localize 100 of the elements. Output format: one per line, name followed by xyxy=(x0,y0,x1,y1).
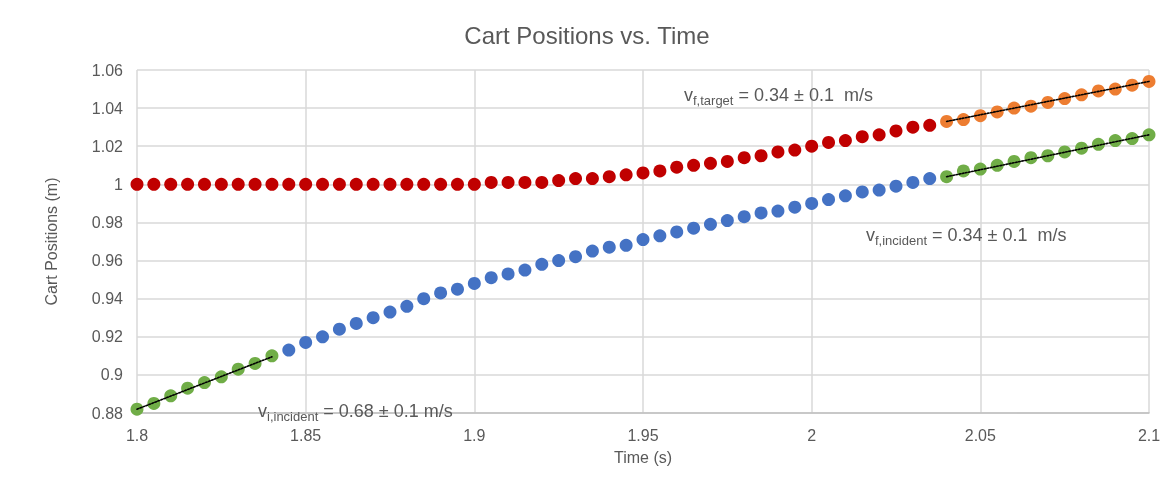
point xyxy=(670,160,684,174)
y-axis-title: Cart Positions (m) xyxy=(42,177,60,306)
point xyxy=(940,114,954,128)
point xyxy=(535,175,549,189)
x-tick-label: 1.85 xyxy=(290,426,322,444)
y-tick-label: 0.94 xyxy=(91,290,124,308)
point xyxy=(703,217,717,231)
point xyxy=(383,305,397,319)
point xyxy=(737,151,751,165)
point xyxy=(1142,74,1156,88)
y-tick-label: 0.92 xyxy=(91,328,124,346)
point xyxy=(366,177,380,191)
point xyxy=(906,175,920,189)
point xyxy=(434,177,448,191)
x-axis-title: Time (s) xyxy=(613,448,673,466)
point xyxy=(450,177,464,191)
point xyxy=(855,130,869,144)
point xyxy=(754,206,768,220)
point xyxy=(450,282,464,296)
point xyxy=(569,250,583,264)
y-tick-label: 1.04 xyxy=(91,99,124,117)
point xyxy=(484,175,498,189)
chart-title: Cart Positions vs. Time xyxy=(464,21,710,49)
point xyxy=(265,349,279,363)
point xyxy=(788,143,802,157)
point xyxy=(653,229,667,243)
point xyxy=(889,179,903,193)
point xyxy=(636,233,650,247)
point xyxy=(231,177,245,191)
point xyxy=(282,177,296,191)
point xyxy=(636,166,650,180)
point xyxy=(720,214,734,228)
point xyxy=(197,177,211,191)
y-tick-label: 1.02 xyxy=(91,137,124,155)
point xyxy=(838,134,852,147)
point xyxy=(501,267,515,281)
x-tick-label: 2.05 xyxy=(964,426,997,444)
point xyxy=(923,172,937,186)
point xyxy=(771,145,785,159)
point xyxy=(316,330,330,344)
point xyxy=(670,225,684,239)
x-tick-label: 1.8 xyxy=(125,426,149,444)
point xyxy=(687,221,701,235)
point xyxy=(349,177,363,191)
point xyxy=(619,238,633,252)
point xyxy=(214,177,228,191)
point xyxy=(316,177,330,191)
point xyxy=(737,210,751,224)
point xyxy=(805,139,819,153)
point xyxy=(164,177,178,191)
point xyxy=(838,189,852,203)
x-tick-label: 2 xyxy=(807,426,817,444)
point xyxy=(181,177,195,191)
point xyxy=(349,316,363,330)
point xyxy=(687,158,701,172)
point xyxy=(130,177,144,191)
point xyxy=(518,175,532,189)
point xyxy=(771,204,785,218)
point xyxy=(248,177,262,191)
point xyxy=(147,177,161,191)
point xyxy=(299,177,313,191)
point xyxy=(552,254,566,268)
point xyxy=(535,257,549,271)
point xyxy=(619,168,633,182)
point xyxy=(754,149,768,163)
point xyxy=(940,170,954,184)
point xyxy=(855,185,869,199)
point xyxy=(332,322,346,336)
point xyxy=(923,118,937,132)
point xyxy=(467,276,481,290)
point xyxy=(805,196,819,210)
x-tick-label: 1.9 xyxy=(463,426,486,444)
y-tick-label: 1 xyxy=(114,175,124,193)
point xyxy=(484,271,498,285)
y-tick-label: 0.98 xyxy=(91,213,124,231)
point xyxy=(434,286,448,300)
point xyxy=(552,174,566,188)
point xyxy=(467,177,481,191)
point xyxy=(501,175,515,189)
point xyxy=(332,177,346,191)
y-tick-label: 1.06 xyxy=(91,61,124,79)
point xyxy=(585,172,599,186)
point xyxy=(602,170,616,184)
y-tick-label: 0.88 xyxy=(91,404,124,422)
point xyxy=(400,177,414,191)
point xyxy=(720,154,734,168)
y-tick-label: 0.9 xyxy=(100,366,124,384)
point xyxy=(822,193,836,207)
point xyxy=(400,299,414,313)
point xyxy=(265,177,279,191)
point xyxy=(703,156,717,170)
point xyxy=(1142,128,1156,142)
point xyxy=(417,292,431,306)
point xyxy=(417,177,431,191)
point xyxy=(889,124,903,138)
point xyxy=(653,164,667,178)
point xyxy=(585,244,599,258)
x-tick-label: 2.1 xyxy=(1137,426,1161,444)
point xyxy=(872,183,886,197)
point xyxy=(282,343,296,357)
